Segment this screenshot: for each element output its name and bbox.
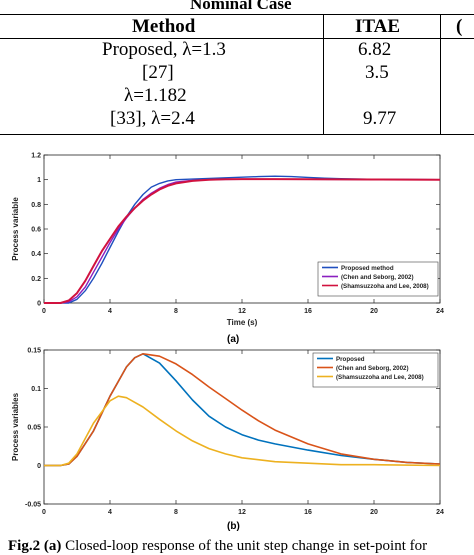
caption-prefix: Fig.2 (8, 538, 41, 554)
x-tick-label: 16 (304, 509, 312, 516)
x-tick-label: 0 (42, 509, 46, 516)
row2-method: [27] (142, 62, 174, 83)
x-tick-label: 12 (238, 308, 246, 315)
row3-method: λ=1.182 (124, 85, 187, 106)
row1-method: Proposed, λ=1.3 (102, 39, 226, 60)
x-tick-label: 8 (174, 509, 178, 516)
caption-part: (a) (43, 538, 62, 554)
y-tick-label: 1 (37, 177, 41, 184)
y-tick-label: 0.2 (31, 276, 41, 283)
x-tick-label: 16 (304, 308, 312, 315)
y-tick-label: 1.2 (31, 153, 41, 160)
x-axis-label: Time (s) (227, 318, 258, 327)
subfigure-a-label: (a) (227, 334, 240, 345)
row4-method: [33], λ=2.4 (110, 108, 195, 129)
chart-a: 0 4 8 12 16 20 24 0 0.2 0.4 0.6 0.8 1 1.2 Time (s) Proc… (11, 153, 444, 328)
legend: Proposed method (Chen and Seborg, 2002) (S… (317, 261, 439, 297)
x-tick-label: 20 (370, 308, 378, 315)
legend-entry-1: Proposed (336, 356, 365, 363)
row4-itae: 9.77 (363, 108, 397, 129)
x-tick-label: 20 (370, 509, 378, 516)
header-clipped: ( (456, 16, 463, 37)
table-rule-top (0, 14, 474, 15)
series-line-3 (44, 395, 441, 467)
y-tick-label: 0.05 (27, 425, 41, 432)
y-tick-label: 0 (37, 463, 41, 470)
header-method: Method (132, 16, 196, 37)
caption-text: Closed-loop response of the unit step ch… (61, 538, 428, 554)
series-line-1 (44, 175, 441, 304)
series-line-3 (44, 178, 441, 304)
legend-entry-1: Proposed method (341, 265, 394, 272)
table-rule-bottom (0, 134, 474, 135)
row2-itae: 3.5 (365, 62, 389, 83)
table-rule-header (0, 38, 474, 39)
x-tick-label: 0 (42, 308, 46, 315)
x-tick-label: 12 (238, 509, 246, 516)
legend-entry-3: (Shamsuzzoha and Lee, 2008) (336, 374, 424, 381)
table-col-divider-2 (440, 14, 441, 134)
series-line-2 (44, 353, 441, 467)
y-tick-label: 0.4 (31, 251, 41, 258)
legend-entry-2: (Chen and Seborg, 2002) (341, 274, 414, 281)
legend-entry-3: (Shamsuzzoha and Lee, 2008) (341, 283, 429, 290)
y-tick-label: 0.15 (27, 348, 41, 355)
y-tick-label: -0.05 (25, 502, 41, 509)
x-tick-label: 4 (108, 308, 112, 315)
x-tick-label: 8 (174, 308, 178, 315)
y-tick-label: 0.8 (31, 202, 41, 209)
y-tick-label: 0.6 (31, 227, 41, 234)
y-axis-label: Process variable (11, 197, 20, 261)
legend-box (312, 352, 439, 388)
header-itae: ITAE (355, 16, 401, 37)
subfigure-b-label: (b) (227, 521, 240, 532)
x-tick-label: 24 (436, 308, 444, 315)
table-col-divider-1 (323, 14, 324, 134)
row1-itae: 6.82 (358, 39, 392, 60)
y-tick-label: 0 (37, 301, 41, 308)
table-title: Nominal Case (190, 0, 292, 13)
legend: Proposed (Chen and Seborg, 2002) (Shamsuzz… (312, 352, 439, 388)
y-axis-label: Process variables (11, 392, 20, 461)
legend-entry-2: (Chen and Seborg, 2002) (336, 365, 409, 372)
x-tick-label: 24 (436, 509, 444, 516)
y-tick-label: 0.1 (31, 386, 41, 393)
results-table: Nominal Case Method ITAE ( Proposed, λ=1… (0, 0, 474, 140)
figure-caption: Fig.2 (a) Closed-loop response of the un… (8, 538, 427, 555)
x-tick-label: 4 (108, 509, 112, 516)
